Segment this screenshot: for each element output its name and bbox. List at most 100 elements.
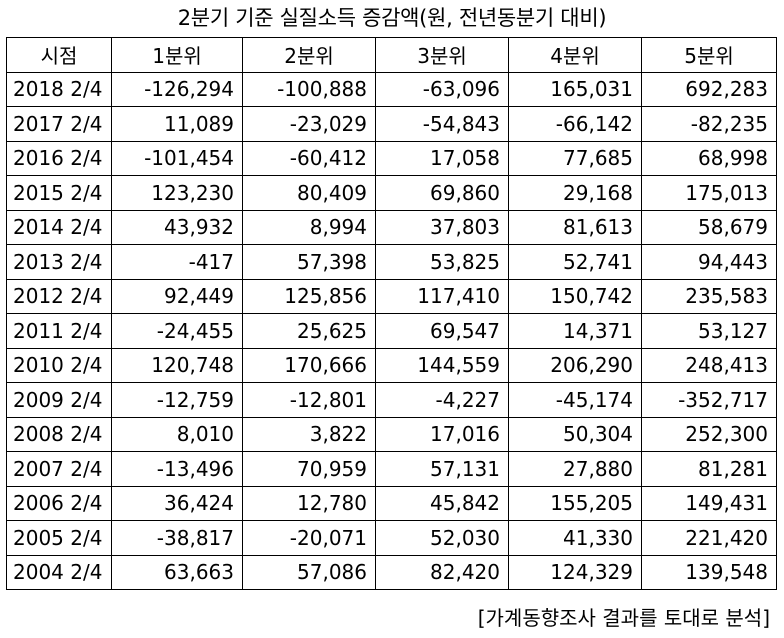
cell-quintile-1: -12,759 [111,382,243,418]
cell-quintile-3: 17,016 [375,416,509,452]
table-row: 2005 2/4 -38,817 -20,071 52,030 41,330 221,42… [6,520,777,556]
cell-quintile-1: 36,424 [111,485,243,521]
cell-quintile-2: 8,994 [242,209,376,245]
cell-quintile-4: 14,371 [508,313,642,349]
table-row: 2013 2/4 -417 57,398 53,825 52,741 94,443 [6,244,777,280]
cell-quintile-2: 3,822 [242,416,376,452]
cell-quintile-3: 69,547 [375,313,509,349]
cell-quintile-4: 124,329 [508,554,642,590]
cell-quintile-1: 11,089 [111,106,243,142]
table-row: 2016 2/4 -101,454 -60,412 17,058 77,685 68,99… [6,140,777,176]
cell-quintile-1: -126,294 [111,71,243,107]
source-note: [가계동향조사 결과를 토대로 분석] [477,606,770,630]
table-body: 2018 2/4 -126,294 -100,888 -63,096 165,031 69… [6,71,777,590]
cell-quintile-4: 27,880 [508,451,642,487]
cell-quintile-3: 144,559 [375,347,509,383]
column-header-quintile-1: 1분위 [111,37,243,73]
cell-quintile-1: -101,454 [111,140,243,176]
cell-quintile-2: -20,071 [242,520,376,556]
cell-period: 2008 2/4 [6,416,112,452]
cell-period: 2007 2/4 [6,451,112,487]
cell-quintile-1: -38,817 [111,520,243,556]
cell-quintile-3: 45,842 [375,485,509,521]
cell-quintile-5: 58,679 [641,209,777,245]
cell-quintile-3: 52,030 [375,520,509,556]
cell-quintile-5: 68,998 [641,140,777,176]
cell-quintile-2: 70,959 [242,451,376,487]
cell-quintile-3: 57,131 [375,451,509,487]
cell-quintile-4: 165,031 [508,71,642,107]
cell-quintile-2: 170,666 [242,347,376,383]
cell-quintile-2: -12,801 [242,382,376,418]
cell-quintile-4: 81,613 [508,209,642,245]
cell-quintile-1: 8,010 [111,416,243,452]
cell-quintile-1: 63,663 [111,554,243,590]
cell-quintile-3: -4,227 [375,382,509,418]
cell-quintile-3: 17,058 [375,140,509,176]
cell-quintile-5: 221,420 [641,520,777,556]
cell-quintile-4: 41,330 [508,520,642,556]
cell-quintile-5: 139,548 [641,554,777,590]
cell-quintile-1: 120,748 [111,347,243,383]
cell-quintile-5: 235,583 [641,278,777,314]
cell-quintile-2: 125,856 [242,278,376,314]
table-row: 2009 2/4 -12,759 -12,801 -4,227 -45,174 -352,… [6,382,777,418]
column-header-quintile-4: 4분위 [508,37,642,73]
cell-quintile-4: 50,304 [508,416,642,452]
table-row: 2008 2/4 8,010 3,822 17,016 50,304 252,300 [6,416,777,452]
cell-quintile-1: 92,449 [111,278,243,314]
cell-period: 2006 2/4 [6,485,112,521]
cell-period: 2015 2/4 [6,175,112,211]
column-header-quintile-2: 2분위 [242,37,376,73]
cell-quintile-5: 248,413 [641,347,777,383]
cell-quintile-2: 25,625 [242,313,376,349]
table-row: 2017 2/4 11,089 -23,029 -54,843 -66,142 -82,2… [6,106,777,142]
cell-quintile-1: -417 [111,244,243,280]
cell-quintile-1: 43,932 [111,209,243,245]
cell-quintile-2: -60,412 [242,140,376,176]
cell-quintile-5: -352,717 [641,382,777,418]
table-row: 2012 2/4 92,449 125,856 117,410 150,742 235,5… [6,278,777,314]
table-row: 2014 2/4 43,932 8,994 37,803 81,613 58,679 [6,209,777,245]
table-row: 2006 2/4 36,424 12,780 45,842 155,205 149,431 [6,485,777,521]
cell-quintile-2: 57,086 [242,554,376,590]
cell-quintile-4: 150,742 [508,278,642,314]
table-row: 2010 2/4 120,748 170,666 144,559 206,290 248,… [6,347,777,383]
cell-quintile-5: 175,013 [641,175,777,211]
cell-quintile-4: 52,741 [508,244,642,280]
cell-quintile-3: -54,843 [375,106,509,142]
cell-period: 2016 2/4 [6,140,112,176]
cell-quintile-3: 37,803 [375,209,509,245]
table-row: 2015 2/4 123,230 80,409 69,860 29,168 175,013 [6,175,777,211]
cell-period: 2004 2/4 [6,554,112,590]
cell-quintile-1: -13,496 [111,451,243,487]
cell-quintile-3: -63,096 [375,71,509,107]
cell-quintile-3: 53,825 [375,244,509,280]
table-row: 2018 2/4 -126,294 -100,888 -63,096 165,031 69… [6,71,777,107]
table-row: 2011 2/4 -24,455 25,625 69,547 14,371 53,127 [6,313,777,349]
cell-period: 2011 2/4 [6,313,112,349]
cell-quintile-2: -100,888 [242,71,376,107]
cell-period: 2014 2/4 [6,209,112,245]
cell-quintile-3: 117,410 [375,278,509,314]
cell-quintile-5: 149,431 [641,485,777,521]
cell-quintile-4: 155,205 [508,485,642,521]
cell-quintile-4: 206,290 [508,347,642,383]
cell-quintile-5: 53,127 [641,313,777,349]
table-row: 2007 2/4 -13,496 70,959 57,131 27,880 81,281 [6,451,777,487]
cell-period: 2009 2/4 [6,382,112,418]
column-header-period: 시점 [6,37,112,73]
cell-period: 2010 2/4 [6,347,112,383]
cell-quintile-5: 692,283 [641,71,777,107]
cell-quintile-2: -23,029 [242,106,376,142]
cell-quintile-5: 94,443 [641,244,777,280]
cell-period: 2005 2/4 [6,520,112,556]
cell-quintile-4: -45,174 [508,382,642,418]
cell-period: 2018 2/4 [6,71,112,107]
cell-quintile-2: 57,398 [242,244,376,280]
cell-quintile-2: 80,409 [242,175,376,211]
cell-quintile-2: 12,780 [242,485,376,521]
cell-quintile-4: 29,168 [508,175,642,211]
cell-quintile-4: -66,142 [508,106,642,142]
column-header-quintile-3: 3분위 [375,37,509,73]
